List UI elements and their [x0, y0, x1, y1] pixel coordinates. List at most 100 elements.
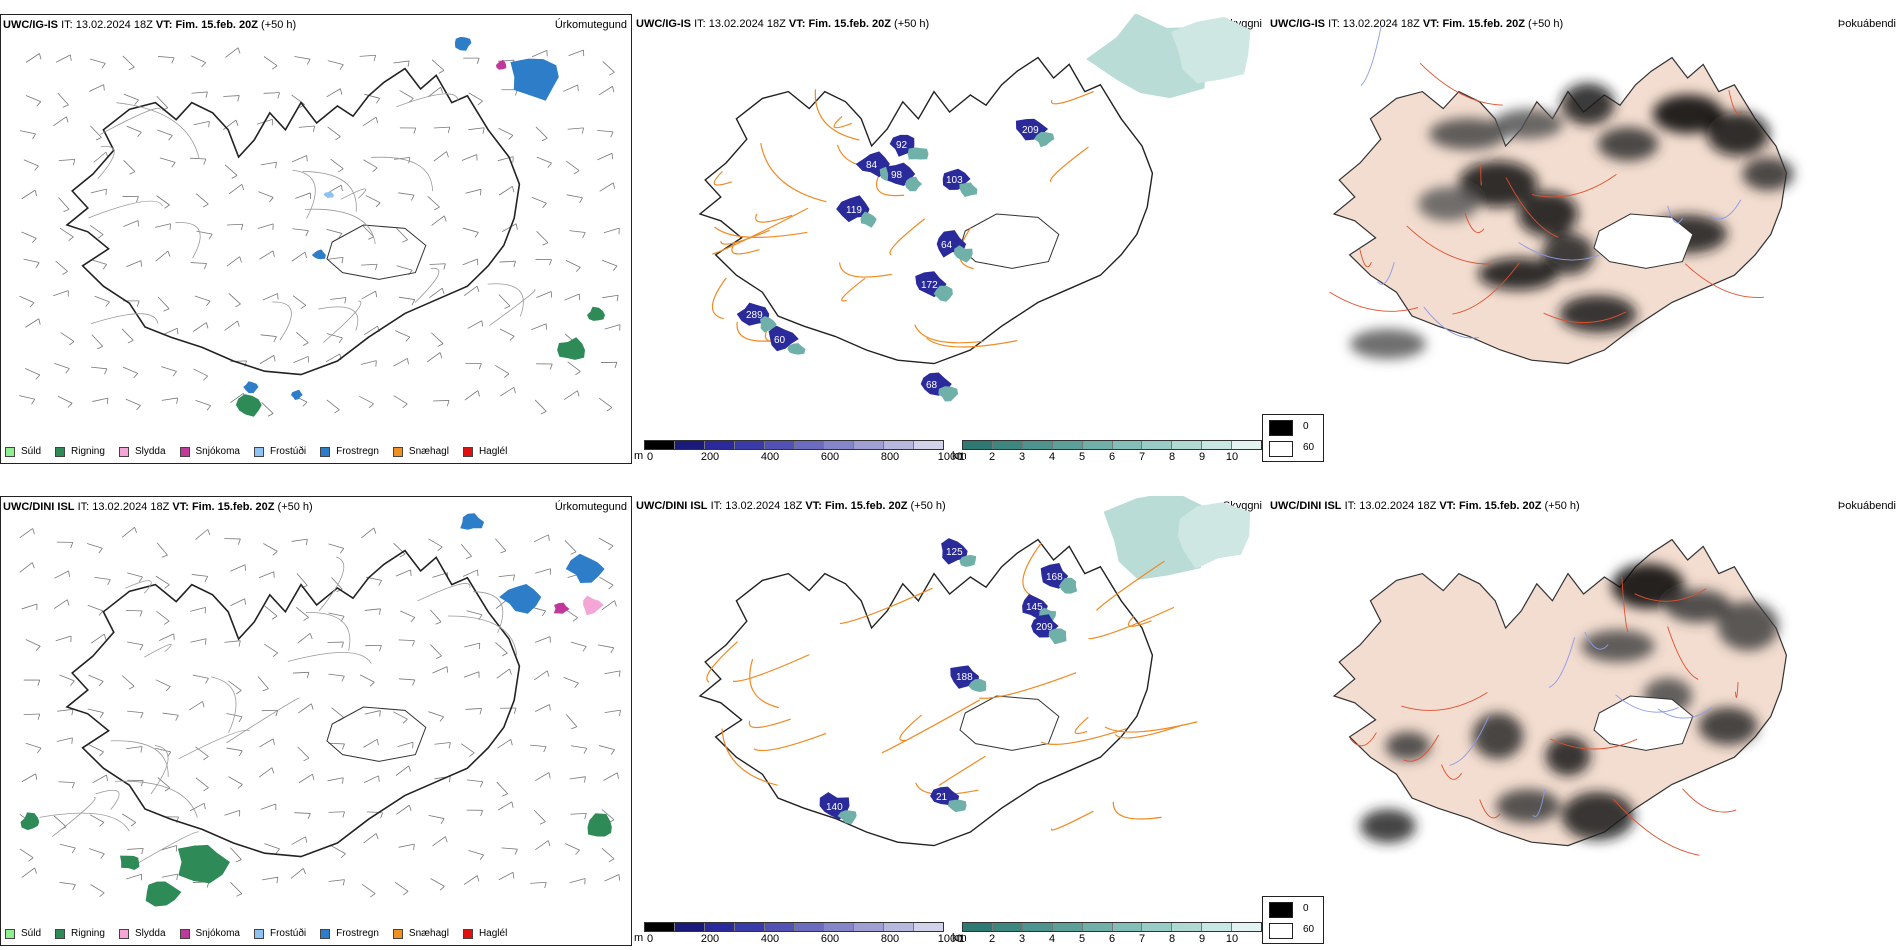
road-line: [1359, 249, 1372, 268]
wind-barb: [54, 570, 69, 579]
fog-patch: [1492, 109, 1564, 139]
road-line: [226, 697, 300, 744]
wind-barb: [267, 413, 274, 417]
wind-barb: [157, 296, 170, 309]
cloud-base-label: 98: [891, 170, 903, 181]
low-cloud-area: [768, 325, 799, 352]
valid-time: Fim. 15.feb. 20Z: [1458, 500, 1542, 512]
wind-barb: [259, 738, 274, 748]
wind-barb: [393, 711, 408, 720]
wind-barb: [533, 809, 546, 822]
fog-patch: [1495, 789, 1561, 823]
scale-tick-label: 10: [1225, 933, 1239, 945]
wind-barb: [235, 119, 239, 126]
wind-barb: [434, 742, 451, 745]
fog-patch: [1541, 232, 1595, 276]
wind-barb: [400, 610, 416, 618]
wind-barb: [240, 224, 244, 231]
legend-label: Slydda: [134, 446, 166, 457]
wind-barb: [378, 775, 380, 782]
wind-barb: [396, 227, 408, 241]
wind-barb: [298, 125, 315, 128]
wind-barb: [564, 293, 580, 301]
wind-barb: [568, 49, 584, 57]
river-line: [1449, 716, 1490, 766]
wind-barb: [37, 679, 41, 686]
scale-cell: [794, 923, 825, 931]
wind-barb: [581, 127, 585, 134]
wind-barb: [260, 803, 276, 810]
scale-colorbar: [962, 922, 1262, 932]
road-line: [95, 789, 120, 810]
fog-patch: [1545, 736, 1591, 776]
wind-barb: [393, 358, 408, 367]
wind-barb: [163, 620, 170, 625]
wind-barb: [157, 129, 173, 136]
wind-barb: [90, 188, 107, 194]
fog-patch: [1652, 94, 1724, 134]
wind-barb: [364, 325, 378, 336]
wind-barb: [508, 135, 514, 140]
legend-swatch: [392, 928, 403, 939]
wind-barb: [402, 239, 408, 243]
wind-barb: [224, 809, 240, 816]
wind-barb: [509, 668, 512, 675]
wind-barb: [25, 368, 41, 376]
wind-barb: [479, 708, 482, 715]
river-line: [1377, 261, 1395, 285]
road-line: [1682, 788, 1737, 813]
legend-swatch: [118, 928, 129, 939]
init-time: 13.02.2024 18Z: [75, 19, 153, 31]
road-line: [90, 313, 159, 325]
river-line: [1615, 694, 1679, 713]
scale-tick-label: 9: [1198, 933, 1206, 945]
scale-cell: [992, 441, 1023, 449]
scale-colorbar: [644, 440, 944, 450]
road-line: [1112, 801, 1162, 820]
wind-barb: [603, 227, 620, 234]
fog-patch: [1717, 601, 1779, 651]
wind-barb: [498, 871, 514, 881]
product-title: Úrkomutegund: [554, 19, 627, 31]
wind-barb: [21, 867, 35, 878]
cloud-base-label: 172: [921, 280, 938, 291]
wind-barb: [25, 318, 40, 328]
wind-barb: [566, 160, 580, 171]
road-line: [841, 277, 866, 302]
wind-barb: [465, 556, 472, 559]
legend-swatch: [392, 446, 403, 457]
road-line: [1074, 716, 1089, 735]
wind-barb: [460, 543, 472, 557]
product-title: Þokuábendi: [1837, 500, 1896, 512]
wind-barb: [244, 564, 246, 571]
wind-barb: [136, 300, 140, 307]
wind-barb: [477, 569, 479, 576]
wind-barb: [429, 263, 446, 265]
legend-swatch: [5, 928, 15, 939]
wind-barb: [496, 781, 509, 795]
wind-barb: [530, 744, 547, 748]
wind-barb: [570, 745, 587, 749]
road-line: [1329, 291, 1419, 312]
cloud-base-label: 21: [936, 792, 948, 803]
cloud-base-label: 125: [946, 547, 963, 558]
wind-barb: [139, 644, 144, 651]
wind-barb: [32, 133, 36, 140]
wind-barb: [479, 854, 484, 861]
wind-barb: [91, 334, 104, 347]
wind-barb: [614, 362, 618, 369]
wind-barb: [375, 264, 378, 271]
road-line: [292, 169, 316, 219]
low-vis-area: [968, 679, 987, 692]
wind-barb: [155, 679, 171, 688]
road-line: [1549, 738, 1638, 750]
scale-cell: [914, 441, 944, 449]
wind-barb: [604, 324, 621, 330]
model-header: UWC/DINI ISL IT: 13.02.2024 18Z VT: Fim.…: [636, 500, 946, 512]
wind-barb: [514, 849, 518, 855]
scale-cell: [1172, 441, 1203, 449]
wind-barb: [548, 772, 551, 779]
road-line: [371, 156, 433, 192]
wind-barb: [598, 86, 613, 96]
road-line: [889, 218, 926, 256]
